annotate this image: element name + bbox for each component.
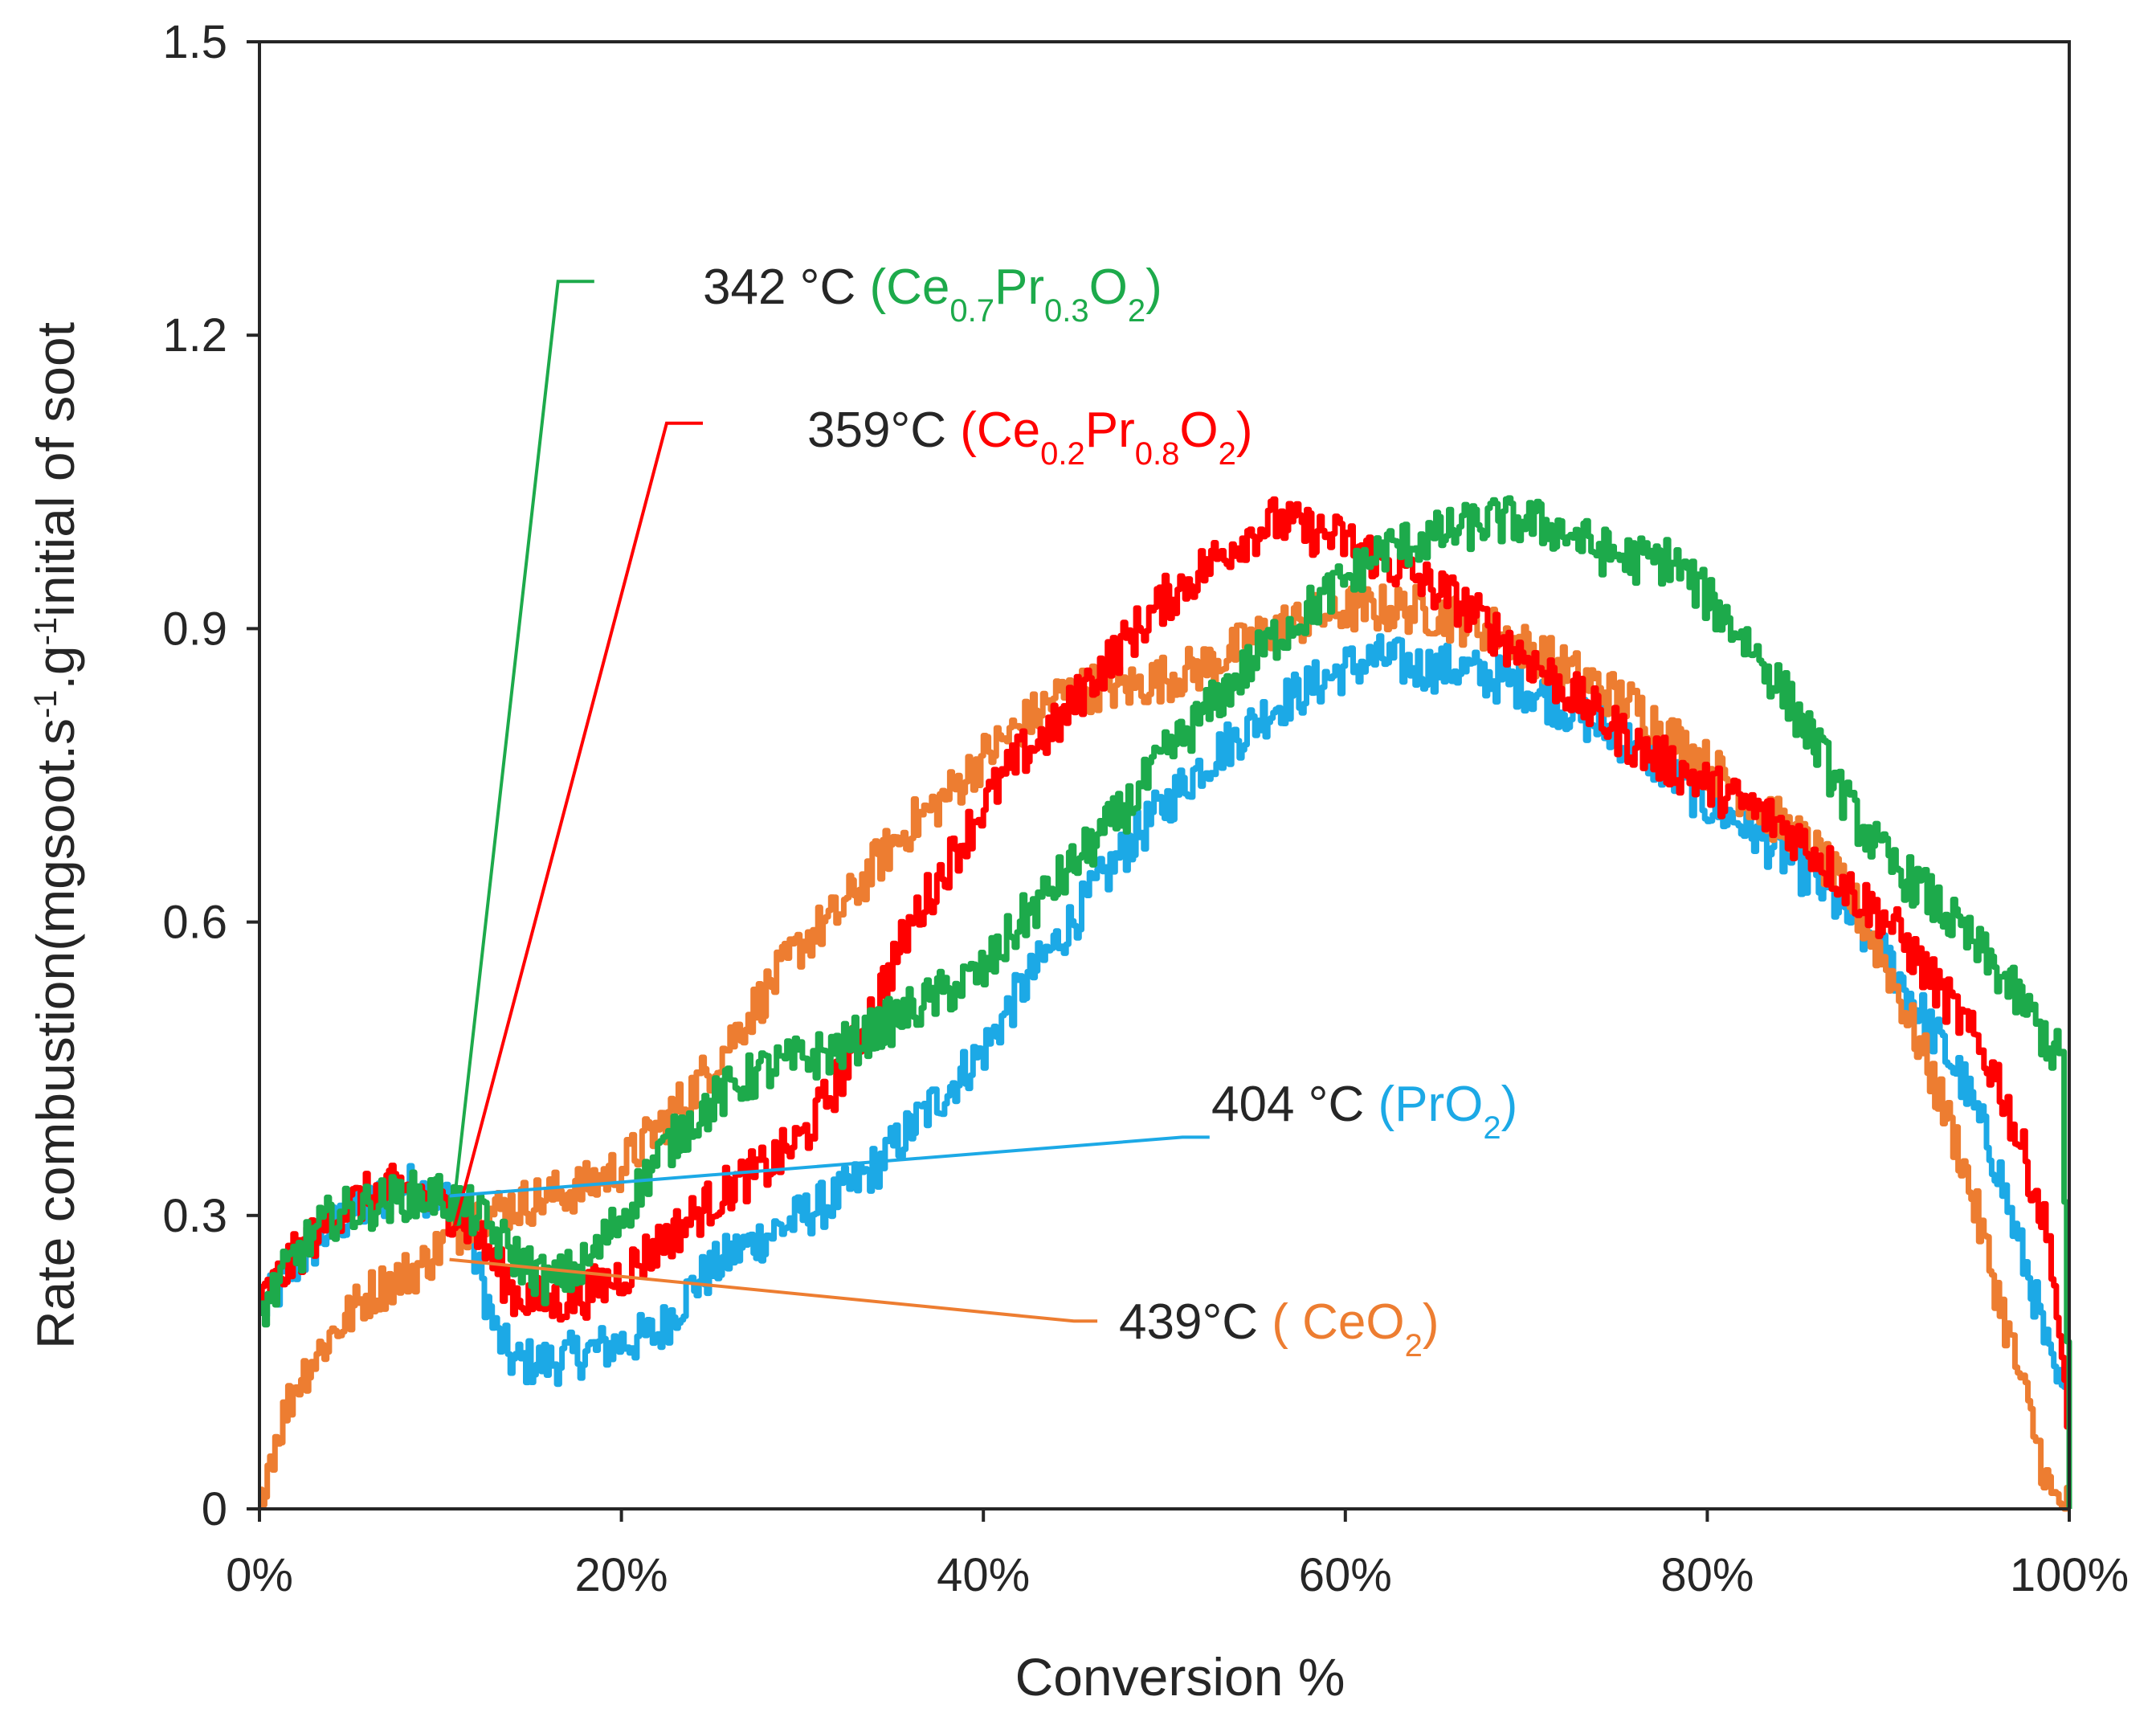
x-tick-label: 100% (2010, 1549, 2129, 1601)
y-title-sup1: -1 (28, 689, 63, 718)
y-tick-label: 0.9 (162, 603, 227, 655)
series-line (259, 633, 2072, 1412)
y-axis-title: Rate combustion(mgsoot.s-1.g-1initial of… (26, 322, 85, 1349)
series-layer (259, 495, 2072, 1512)
annotation-formula-subscript: 0.3 (1044, 293, 1089, 329)
y-tick-label: 1.5 (162, 16, 227, 68)
annotation-label: 359°C (Ce0.2Pr0.8O2) (807, 403, 1253, 472)
annotation-temperature: 404 °C (1211, 1077, 1378, 1132)
annotation-formula-subscript: 2 (1483, 1110, 1501, 1146)
annotation-formula-close: ) (1145, 260, 1162, 315)
annotation-label: 439°C ( CeO2) (1119, 1294, 1439, 1363)
annotation-formula-text: Pr (1085, 403, 1135, 458)
y-tick-label: 0.3 (162, 1190, 227, 1242)
x-tick-label: 20% (575, 1549, 668, 1601)
leader-line (449, 1135, 1210, 1198)
y-tick-label: 0.6 (162, 897, 227, 949)
y-title-mid: .g (26, 645, 85, 689)
x-axis-ticks: 0% 20% 40% 60% 80% 100% (226, 1509, 2129, 1601)
y-tick-label: 0 (202, 1483, 227, 1535)
leader-line (453, 280, 594, 1196)
annotation-formula-close: ) (1236, 403, 1253, 458)
annotation-formula-subscript: 0.7 (949, 293, 994, 329)
annotation-formula-close: ) (1501, 1077, 1518, 1132)
leader-line (449, 1257, 1098, 1323)
series-line (259, 496, 2072, 1461)
x-tick-label: 80% (1660, 1549, 1754, 1601)
y-title-base: Rate combustion(mgsoot.s (26, 718, 85, 1349)
annotation-formula-text: O (1089, 260, 1128, 315)
annotation-formula-text: CeO (1302, 1294, 1404, 1350)
y-title-sup2: -1 (28, 617, 63, 646)
annotation-formula-open: ( (960, 403, 977, 458)
annotation-formula-text: Ce (886, 260, 949, 315)
x-axis-title: Conversion % (1015, 1647, 1345, 1707)
annotation-label: 342 °C (Ce0.7Pr0.3O2) (703, 260, 1162, 329)
leader-line (453, 421, 703, 1226)
annotation-temperature: 359°C (807, 403, 960, 458)
annotation-formula-subscript: 2 (1219, 436, 1236, 472)
x-tick-label: 60% (1299, 1549, 1392, 1601)
annotation-formula-subscript: 2 (1128, 293, 1145, 329)
annotation-formula-open: ( (1378, 1077, 1394, 1132)
y-title-tail: initial of soot (26, 322, 85, 617)
annotation-formula-close: ) (1423, 1294, 1439, 1350)
annotation-formula-open: ( (1272, 1294, 1302, 1350)
plot-frame (258, 40, 2071, 1510)
annotation-labels: 342 °C (Ce0.7Pr0.3O2)359°C (Ce0.2Pr0.8O2… (703, 260, 1517, 1363)
y-axis-ticks: 0 0.3 0.6 0.9 1.2 1.5 (162, 16, 259, 1535)
annotation-formula-subscript: 0.2 (1040, 436, 1085, 472)
annotation-formula-text: PrO (1394, 1077, 1483, 1132)
annotation-formula-open: ( (869, 260, 886, 315)
annotation-formula-subscript: 2 (1405, 1328, 1423, 1363)
series-line (259, 495, 2072, 1509)
x-tick-label: 40% (937, 1549, 1030, 1601)
annotation-label: 404 °C (PrO2) (1211, 1077, 1517, 1146)
annotation-formula-subscript: 0.8 (1135, 436, 1180, 472)
annotation-formula-text: O (1179, 403, 1218, 458)
annotation-temperature: 439°C (1119, 1294, 1272, 1350)
annotation-formula-text: Ce (977, 403, 1040, 458)
y-tick-label: 1.2 (162, 309, 227, 362)
annotation-temperature: 342 °C (703, 260, 869, 315)
x-tick-label: 0% (226, 1549, 293, 1601)
annotation-formula-text: Pr (994, 260, 1044, 315)
annotation-leaders (449, 280, 1210, 1323)
